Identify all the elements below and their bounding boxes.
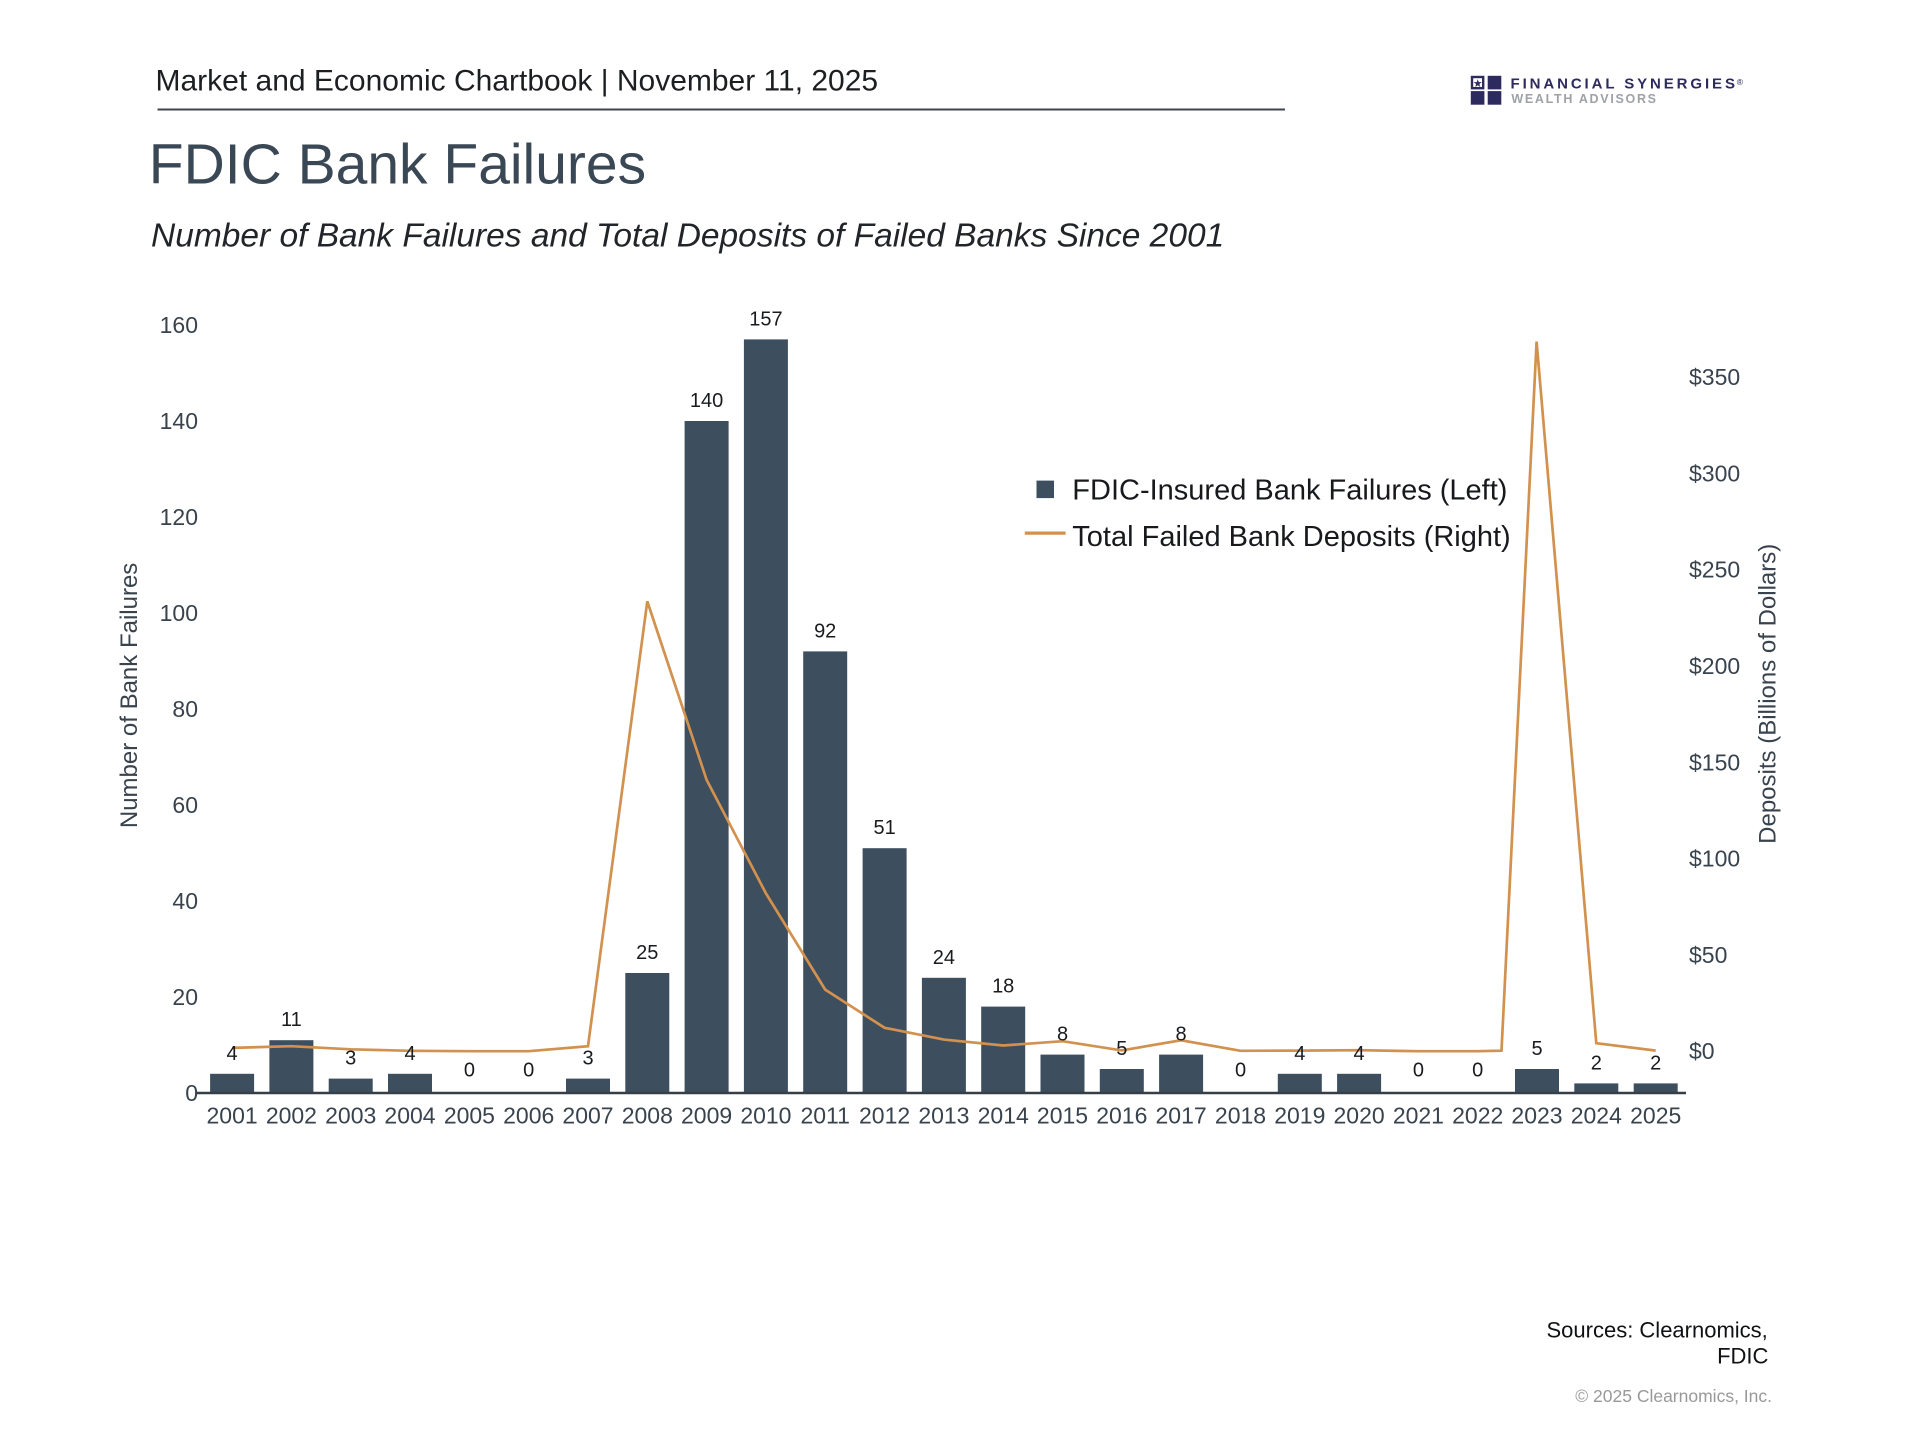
svg-text:2003: 2003 [325,1103,376,1129]
svg-text:8: 8 [1176,1024,1187,1046]
svg-text:160: 160 [160,312,198,338]
svg-text:2009: 2009 [681,1103,732,1129]
svg-text:2014: 2014 [978,1103,1029,1129]
svg-text:FDIC Bank Failures: FDIC Bank Failures [149,132,646,196]
svg-text:$200: $200 [1689,653,1740,679]
svg-text:Total Failed Bank Deposits (Ri: Total Failed Bank Deposits (Right) [1072,521,1510,553]
svg-text:120: 120 [160,504,198,530]
svg-text:2001: 2001 [207,1103,258,1129]
svg-text:2020: 2020 [1334,1103,1385,1129]
svg-text:2007: 2007 [562,1103,613,1129]
svg-text:Number of Bank Failures and To: Number of Bank Failures and Total Deposi… [151,217,1224,254]
svg-text:2023: 2023 [1511,1103,1562,1129]
svg-text:5: 5 [1531,1038,1542,1060]
svg-text:®: ® [1737,77,1744,87]
svg-text:3: 3 [582,1048,593,1070]
svg-text:2006: 2006 [503,1103,554,1129]
svg-text:0: 0 [185,1080,198,1106]
svg-text:2017: 2017 [1156,1103,1207,1129]
svg-text:2008: 2008 [622,1103,673,1129]
svg-text:$350: $350 [1689,364,1740,390]
svg-text:2010: 2010 [740,1103,791,1129]
svg-text:2021: 2021 [1393,1103,1444,1129]
svg-text:2025: 2025 [1630,1103,1681,1129]
svg-text:© 2025 Clearnomics, Inc.: © 2025 Clearnomics, Inc. [1575,1386,1772,1406]
svg-text:8: 8 [1057,1024,1068,1046]
svg-text:$0: $0 [1689,1038,1715,1064]
svg-text:3: 3 [345,1048,356,1070]
svg-text:20: 20 [172,984,198,1010]
svg-text:$250: $250 [1689,557,1740,583]
svg-text:WEALTH ADVISORS: WEALTH ADVISORS [1511,92,1657,106]
svg-text:5: 5 [1116,1038,1127,1060]
svg-text:2005: 2005 [444,1103,495,1129]
svg-text:0: 0 [1472,1060,1483,1082]
svg-text:80: 80 [172,696,198,722]
svg-text:24: 24 [933,947,955,969]
svg-text:Number of Bank Failures: Number of Bank Failures [116,563,143,828]
svg-text:60: 60 [172,792,198,818]
svg-text:2022: 2022 [1452,1103,1503,1129]
svg-text:92: 92 [814,620,836,642]
svg-text:2013: 2013 [918,1103,969,1129]
svg-text:140: 140 [160,408,198,434]
svg-text:25: 25 [636,942,658,964]
svg-text:Market and Economic Chartbook: Market and Economic Chartbook | November… [156,65,879,98]
svg-text:4: 4 [404,1043,415,1065]
svg-text:2: 2 [1650,1052,1661,1074]
svg-text:2016: 2016 [1096,1103,1147,1129]
svg-text:0: 0 [1235,1060,1246,1082]
svg-text:Deposits (Billions of Dollars): Deposits (Billions of Dollars) [1755,544,1782,844]
svg-text:2004: 2004 [384,1103,435,1129]
svg-text:2011: 2011 [800,1103,849,1129]
svg-text:40: 40 [172,888,198,914]
svg-text:FDIC-Insured Bank Failures (Le: FDIC-Insured Bank Failures (Left) [1072,475,1507,507]
svg-text:$100: $100 [1689,846,1740,872]
svg-text:51: 51 [873,817,895,839]
svg-text:0: 0 [523,1060,534,1082]
svg-text:2024: 2024 [1571,1103,1622,1129]
svg-text:2019: 2019 [1274,1103,1325,1129]
svg-text:2: 2 [1591,1052,1602,1074]
svg-text:4: 4 [227,1043,238,1065]
svg-text:$150: $150 [1689,749,1740,775]
svg-text:2018: 2018 [1215,1103,1266,1129]
svg-text:11: 11 [281,1009,302,1031]
svg-text:2002: 2002 [266,1103,317,1129]
svg-text:4: 4 [1354,1043,1365,1065]
svg-text:$300: $300 [1689,460,1740,486]
svg-text:4: 4 [1294,1043,1305,1065]
svg-text:2015: 2015 [1037,1103,1088,1129]
svg-text:18: 18 [992,976,1014,998]
svg-text:100: 100 [160,600,198,626]
svg-text:157: 157 [749,308,782,330]
svg-text:FDIC: FDIC [1717,1344,1768,1369]
svg-text:140: 140 [690,390,723,412]
svg-text:Sources: Clearnomics,: Sources: Clearnomics, [1546,1318,1767,1343]
svg-text:0: 0 [1413,1060,1424,1082]
svg-text:FINANCIAL SYNERGIES: FINANCIAL SYNERGIES [1511,76,1738,93]
svg-text:2012: 2012 [859,1103,910,1129]
svg-text:0: 0 [464,1060,475,1082]
svg-text:$50: $50 [1689,942,1727,968]
